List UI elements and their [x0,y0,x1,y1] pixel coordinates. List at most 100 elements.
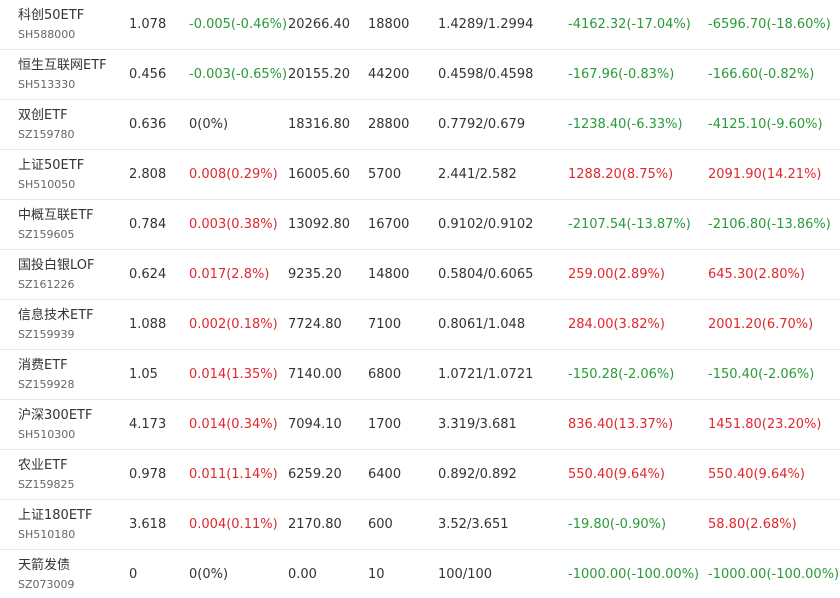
cost-price: 0.5804/0.6065 [438,267,534,282]
stock-code: SZ159939 [18,327,75,341]
market-value: 6259.20 [288,467,342,482]
stock-code: SZ159825 [18,477,75,491]
holding-quantity: 7100 [368,317,402,332]
floating-profit: -4162.32(-17.04%) [568,17,691,32]
floating-profit: -19.80(-0.90%) [568,517,667,532]
stock-name-cell[interactable]: 沪深300ETF SH510300 [18,400,92,449]
table-row[interactable]: 农业ETF SZ159825 0.978 0.011(1.14%) 6259.2… [0,450,840,500]
market-value: 2170.80 [288,517,342,532]
current-price: 2.808 [129,167,167,182]
table-row[interactable]: 消费ETF SZ159928 1.05 0.014(1.35%) 7140.00… [0,350,840,400]
total-profit: -4125.10(-9.60%) [708,117,823,132]
stock-name[interactable]: 上证50ETF [18,157,85,173]
holding-quantity: 14800 [368,267,410,282]
stock-name-cell[interactable]: 信息技术ETF SZ159939 [18,300,94,349]
table-row[interactable]: 天箭发债 SZ073009 0 0(0%) 0.00 10 100/100 -1… [0,550,840,598]
floating-profit: -1000.00(-100.00%) [568,567,700,582]
floating-profit: 1288.20(8.75%) [568,167,674,182]
stock-name[interactable]: 双创ETF [18,107,68,123]
cost-price: 1.4289/1.2994 [438,17,534,32]
total-profit: -1000.00(-100.00%) [708,567,840,582]
floating-profit: 284.00(3.82%) [568,317,665,332]
price-change: 0.014(0.34%) [189,417,278,432]
holding-quantity: 1700 [368,417,402,432]
holding-quantity: 6800 [368,367,402,382]
cost-price: 0.8061/1.048 [438,317,526,332]
floating-profit: -1238.40(-6.33%) [568,117,683,132]
stock-code: SH510050 [18,177,76,191]
stock-name[interactable]: 恒生互联网ETF [18,57,107,73]
market-value: 20155.20 [288,67,351,82]
stock-code: SH588000 [18,27,76,41]
total-profit: -6596.70(-18.60%) [708,17,831,32]
table-row[interactable]: 沪深300ETF SH510300 4.173 0.014(0.34%) 709… [0,400,840,450]
floating-profit: 259.00(2.89%) [568,267,665,282]
market-value: 16005.60 [288,167,351,182]
price-change: -0.003(-0.65%) [189,67,288,82]
stock-name[interactable]: 农业ETF [18,457,68,473]
stock-name-cell[interactable]: 科创50ETF SH588000 [18,0,84,49]
cost-price: 0.7792/0.679 [438,117,526,132]
table-row[interactable]: 国投白银LOF SZ161226 0.624 0.017(2.8%) 9235.… [0,250,840,300]
holding-quantity: 44200 [368,67,410,82]
stock-name-cell[interactable]: 中概互联ETF SZ159605 [18,200,94,249]
stock-code: SZ073009 [18,577,75,591]
total-profit: -150.40(-2.06%) [708,367,815,382]
current-price: 0.624 [129,267,167,282]
floating-profit: -150.28(-2.06%) [568,367,675,382]
price-change: 0(0%) [189,567,229,582]
current-price: 0.456 [129,67,167,82]
total-profit: 58.80(2.68%) [708,517,797,532]
stock-name[interactable]: 科创50ETF [18,7,85,23]
table-row[interactable]: 中概互联ETF SZ159605 0.784 0.003(0.38%) 1309… [0,200,840,250]
current-price: 1.05 [129,367,158,382]
stock-code: SZ159928 [18,377,75,391]
market-value: 20266.40 [288,17,351,32]
table-row[interactable]: 信息技术ETF SZ159939 1.088 0.002(0.18%) 7724… [0,300,840,350]
table-row[interactable]: 上证50ETF SH510050 2.808 0.008(0.29%) 1600… [0,150,840,200]
holding-quantity: 16700 [368,217,410,232]
table-row[interactable]: 科创50ETF SH588000 1.078 -0.005(-0.46%) 20… [0,0,840,50]
stock-name[interactable]: 天箭发债 [18,557,71,573]
stock-name-cell[interactable]: 消费ETF SZ159928 [18,350,75,399]
current-price: 0.978 [129,467,167,482]
stock-code: SH513330 [18,77,76,91]
table-row[interactable]: 双创ETF SZ159780 0.636 0(0%) 18316.80 2880… [0,100,840,150]
stock-code: SH510300 [18,427,76,441]
market-value: 7724.80 [288,317,342,332]
stock-name-cell[interactable]: 上证180ETF SH510180 [18,500,92,549]
stock-name-cell[interactable]: 天箭发债 SZ073009 [18,550,75,598]
current-price: 0 [129,567,138,582]
table-row[interactable]: 上证180ETF SH510180 3.618 0.004(0.11%) 217… [0,500,840,550]
total-profit: 2091.90(14.21%) [708,167,822,182]
stock-name-cell[interactable]: 上证50ETF SH510050 [18,150,84,199]
stock-name-cell[interactable]: 恒生互联网ETF SH513330 [18,50,107,99]
holding-quantity: 28800 [368,117,410,132]
cost-price: 0.892/0.892 [438,467,517,482]
cost-price: 0.9102/0.9102 [438,217,534,232]
stock-name-cell[interactable]: 双创ETF SZ159780 [18,100,75,149]
total-profit: -2106.80(-13.86%) [708,217,831,232]
stock-code: SZ159605 [18,227,75,241]
stock-name-cell[interactable]: 国投白银LOF SZ161226 [18,250,95,299]
stock-name-cell[interactable]: 农业ETF SZ159825 [18,450,75,499]
holding-quantity: 600 [368,517,393,532]
stock-name[interactable]: 消费ETF [18,357,68,373]
stock-name[interactable]: 中概互联ETF [18,207,94,223]
current-price: 1.078 [129,17,167,32]
price-change: 0.004(0.11%) [189,517,278,532]
market-value: 7094.10 [288,417,342,432]
price-change: 0.002(0.18%) [189,317,278,332]
table-row[interactable]: 恒生互联网ETF SH513330 0.456 -0.003(-0.65%) 2… [0,50,840,100]
price-change: 0.008(0.29%) [189,167,278,182]
stock-name[interactable]: 国投白银LOF [18,257,95,273]
market-value: 18316.80 [288,117,351,132]
price-change: 0.003(0.38%) [189,217,278,232]
stock-name[interactable]: 信息技术ETF [18,307,94,323]
market-value: 0.00 [288,567,317,582]
total-profit: -166.60(-0.82%) [708,67,815,82]
stock-name[interactable]: 沪深300ETF [18,407,93,423]
cost-price: 100/100 [438,567,493,582]
stock-name[interactable]: 上证180ETF [18,507,93,523]
